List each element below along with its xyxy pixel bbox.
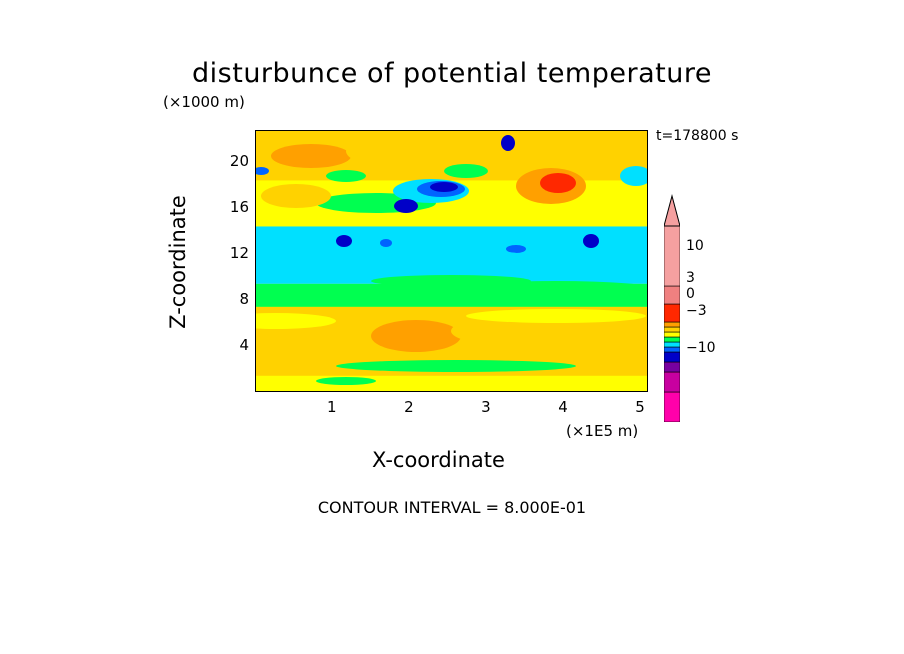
y-tick-label: 8 [239,290,249,309]
blob-up-5 [394,199,418,213]
colorbar-tick-label: 10 [686,238,704,254]
x-tick-label: 1 [327,398,337,416]
contour-field [256,131,647,391]
colorbar-segment [664,341,680,348]
colorbar-segment [664,391,680,422]
x-tick-label: 5 [635,398,645,416]
colorbar-tick-label: 3 [686,270,695,286]
blob-cyan-4 [506,245,526,253]
contour-interval-annotation: CONTOUR INTERVAL = 8.000E-01 [317,498,587,517]
colorbar-segment [664,225,680,287]
blob-low-2 [371,320,461,352]
blob-cyan-3 [583,234,599,248]
blob-up-13 [501,135,515,151]
blob-cyan-5 [386,250,526,262]
blob-up-11 [346,137,416,165]
time-label: t=178800 s [656,128,739,144]
x-tick-label: 2 [404,398,414,416]
band-0 [256,375,647,391]
blob-up-4 [430,182,458,192]
colorbar-segment [664,326,680,333]
y-tick-label: 16 [229,198,249,217]
colorbar-segment [664,336,680,343]
plot-area [255,130,648,392]
colorbar [664,194,680,422]
colorbar-segment [664,331,680,338]
blob-up-9 [484,149,528,173]
x-unit-label: (×1E5 m) [566,422,639,440]
colorbar-segment [664,361,680,373]
blob-low-3 [451,317,561,345]
x-axis-label: X-coordinate [372,448,505,472]
blob-up-8 [261,184,331,208]
blob-up-7 [540,173,576,193]
colorbar-segment [664,285,680,305]
blob-up-14 [256,167,269,175]
blob-green-1 [256,285,506,301]
colorbar-tick-label: −3 [686,303,707,319]
y-unit-label: (×1000 m) [163,93,245,111]
y-tick-label: 12 [229,244,249,263]
colorbar-segment [664,346,680,353]
colorbar-segment [664,303,680,323]
blob-up-16 [620,166,647,186]
blob-up-15 [326,170,366,182]
chart-title: disturbunce of potential temperature [192,58,712,89]
colorbar-tick-label: −10 [686,340,716,356]
blob-up-12 [576,147,636,175]
x-tick-label: 3 [481,398,491,416]
blob-low-8 [466,309,646,323]
colorbar-tick-label: 0 [686,286,695,302]
blob-up-17 [444,164,488,178]
x-tick-label: 4 [558,398,568,416]
colorbar-arrow [664,194,680,227]
blob-up-10 [271,144,351,168]
blob-cyan-2 [380,239,392,247]
blob-cyan-1 [336,235,352,247]
colorbar-segment [664,371,680,393]
blob-low-4 [536,329,636,353]
blob-low-1 [256,332,326,360]
blob-low-7 [256,313,336,329]
y-tick-label: 20 [229,152,249,171]
colorbar-segment [664,321,680,328]
blob-green-3 [371,275,531,287]
blob-low-5 [336,360,576,372]
colorbar-segment [664,351,680,363]
y-tick-label: 4 [239,336,249,355]
blob-low-6 [316,377,376,385]
